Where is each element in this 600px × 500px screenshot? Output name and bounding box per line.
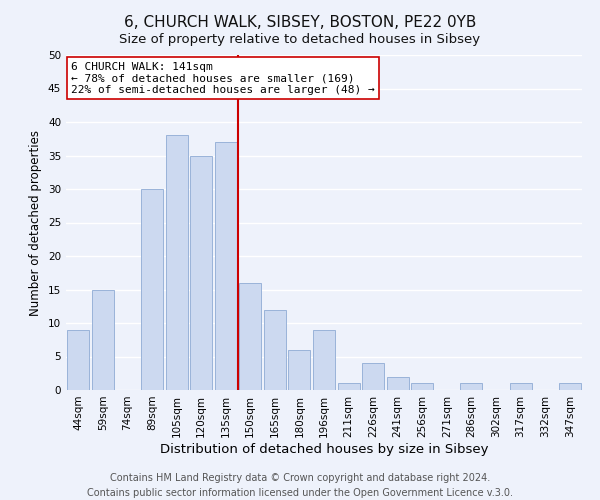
Text: 6, CHURCH WALK, SIBSEY, BOSTON, PE22 0YB: 6, CHURCH WALK, SIBSEY, BOSTON, PE22 0YB: [124, 15, 476, 30]
Y-axis label: Number of detached properties: Number of detached properties: [29, 130, 43, 316]
Bar: [411, 384, 433, 390]
Bar: [215, 142, 237, 390]
Bar: [239, 283, 262, 390]
Bar: [67, 330, 89, 390]
Bar: [338, 384, 359, 390]
Bar: [386, 376, 409, 390]
Bar: [92, 290, 114, 390]
Text: 6 CHURCH WALK: 141sqm
← 78% of detached houses are smaller (169)
22% of semi-det: 6 CHURCH WALK: 141sqm ← 78% of detached …: [71, 62, 375, 95]
Bar: [166, 136, 188, 390]
Bar: [313, 330, 335, 390]
Bar: [264, 310, 286, 390]
Text: Contains HM Land Registry data © Crown copyright and database right 2024.
Contai: Contains HM Land Registry data © Crown c…: [87, 472, 513, 498]
Bar: [460, 384, 482, 390]
X-axis label: Distribution of detached houses by size in Sibsey: Distribution of detached houses by size …: [160, 442, 488, 456]
Bar: [289, 350, 310, 390]
Bar: [141, 189, 163, 390]
Bar: [190, 156, 212, 390]
Bar: [362, 363, 384, 390]
Bar: [509, 384, 532, 390]
Text: Size of property relative to detached houses in Sibsey: Size of property relative to detached ho…: [119, 32, 481, 46]
Bar: [559, 384, 581, 390]
